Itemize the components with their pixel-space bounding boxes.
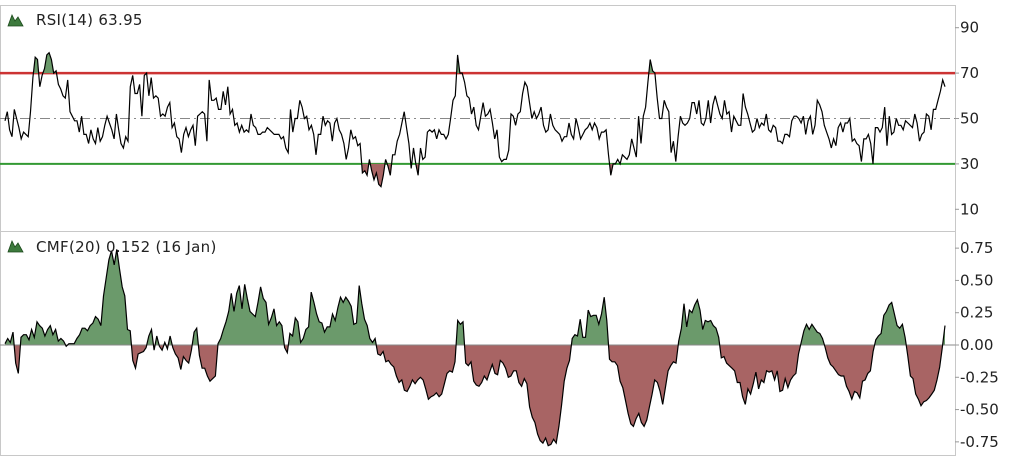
rsi-overbought-fill xyxy=(42,52,54,74)
cmf-positive-fill xyxy=(800,324,825,345)
mountain-chart-icon xyxy=(7,239,24,253)
cmf-tick-label: 0.75 xyxy=(960,239,993,257)
cmf-negative-fill xyxy=(906,345,943,406)
cmf-positive-fill xyxy=(67,249,132,345)
cmf-area-fills xyxy=(5,249,945,446)
cmf-positive-fill xyxy=(874,302,907,345)
cmf-positive-fill xyxy=(217,284,285,345)
cmf-tick-label: 0.00 xyxy=(960,336,993,354)
cmf-tick-label: -0.25 xyxy=(960,368,999,386)
cmf-negative-fill xyxy=(131,345,147,369)
cmf-tick-label: 0.25 xyxy=(960,304,993,322)
cmf-line xyxy=(4,249,946,447)
mountain-chart-icon xyxy=(7,13,24,27)
cmf-negative-fill xyxy=(376,345,457,400)
cmf-negative-fill xyxy=(719,345,801,405)
cmf-tick-label: 0.50 xyxy=(960,271,993,289)
rsi-oversold-fill xyxy=(370,163,385,187)
rsi-tick-label: 10 xyxy=(960,200,979,218)
cmf-positive-fill xyxy=(678,299,720,345)
rsi-tick-label: 30 xyxy=(960,155,979,173)
cmf-negative-fill xyxy=(464,345,572,446)
cmf-negative-fill xyxy=(172,345,193,370)
rsi-tick-label: 50 xyxy=(960,110,979,128)
cmf-tick-label: -0.50 xyxy=(960,401,999,419)
cmf-positive-fill xyxy=(5,332,15,345)
cmf-negative-fill xyxy=(198,345,218,382)
cmf-tick-label: -0.75 xyxy=(960,433,999,451)
rsi-reference-lines xyxy=(0,71,955,165)
rsi-panel: 90 70 50 30 10 RSI(14) 63.95 xyxy=(0,5,979,232)
cmf-negative-fill xyxy=(159,345,164,351)
cmf-positive-fill xyxy=(571,297,609,345)
cmf-positive-fill xyxy=(20,321,66,345)
rsi-label: RSI(14) 63.95 xyxy=(36,11,143,29)
cmf-panel-frame xyxy=(0,231,956,456)
cmf-positive-fill xyxy=(456,320,465,345)
rsi-line xyxy=(4,51,946,188)
rsi-tick-label: 70 xyxy=(960,64,979,82)
cmf-y-axis: 0.75 0.50 0.25 0.00 -0.25 -0.50 -0.75 xyxy=(955,239,999,451)
rsi-y-axis: 90 70 50 30 10 xyxy=(955,19,979,218)
cmf-negative-fill xyxy=(608,345,679,427)
cmf-negative-fill xyxy=(824,345,875,400)
cmf-label: CMF(20) 0.152 (16 Jan) xyxy=(36,238,217,256)
rsi-tick-label: 90 xyxy=(960,19,979,37)
cmf-panel: 0.75 0.50 0.25 0.00 -0.25 -0.50 -0.75 CMF(20) … xyxy=(0,231,999,456)
